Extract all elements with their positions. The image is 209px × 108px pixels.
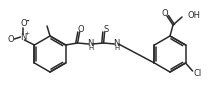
- Text: N: N: [113, 38, 120, 48]
- Text: N: N: [87, 38, 94, 48]
- Text: H: H: [88, 45, 93, 51]
- Text: O: O: [162, 9, 168, 17]
- Text: S: S: [104, 25, 109, 33]
- Text: O: O: [20, 20, 27, 29]
- Text: H: H: [114, 45, 119, 51]
- Text: O: O: [77, 25, 84, 33]
- Text: OH: OH: [187, 10, 200, 20]
- Text: Cl: Cl: [194, 68, 202, 78]
- Text: +: +: [24, 31, 29, 36]
- Text: N: N: [20, 33, 27, 41]
- Text: -: -: [25, 17, 29, 25]
- Text: O: O: [7, 34, 14, 44]
